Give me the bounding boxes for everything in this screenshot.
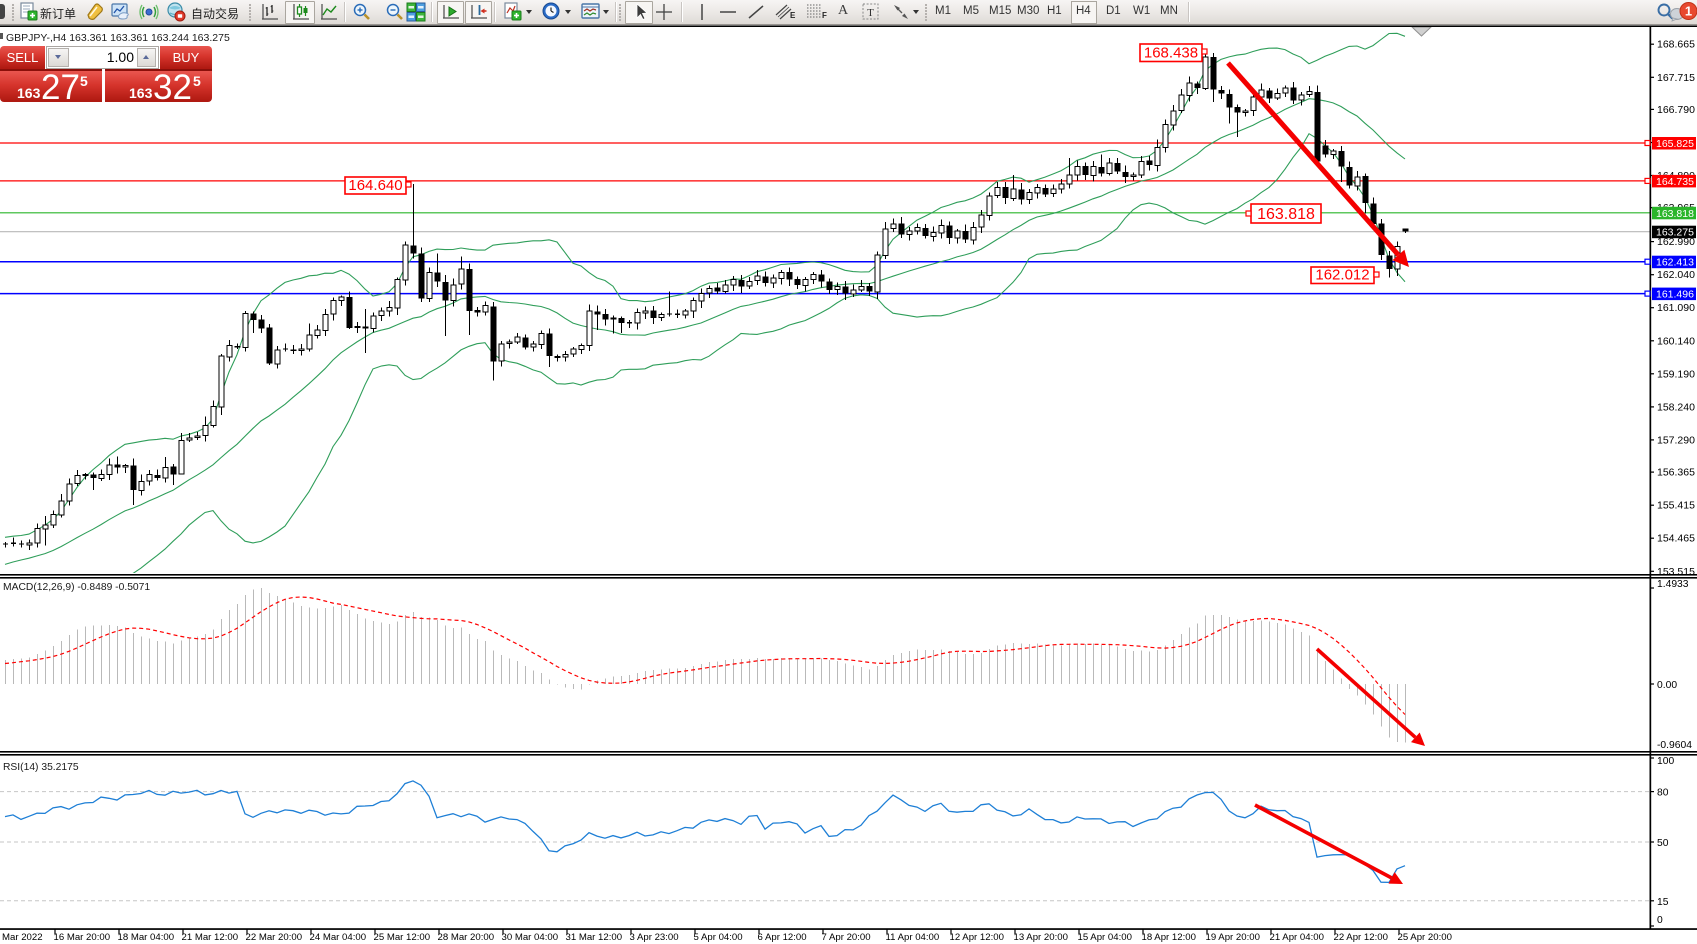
svg-text:7 Apr 20:00: 7 Apr 20:00 bbox=[822, 932, 871, 943]
svg-text:0.00: 0.00 bbox=[1657, 680, 1677, 691]
svg-text:80: 80 bbox=[1657, 788, 1669, 799]
svg-text:25 Apr 20:00: 25 Apr 20:00 bbox=[1398, 932, 1452, 943]
svg-text:163.818: 163.818 bbox=[1257, 206, 1315, 223]
svg-text:11 Apr 04:00: 11 Apr 04:00 bbox=[886, 932, 940, 943]
svg-text:15: 15 bbox=[1657, 897, 1669, 908]
svg-text:159.190: 159.190 bbox=[1657, 368, 1695, 380]
svg-text:12 Apr 12:00: 12 Apr 12:00 bbox=[950, 932, 1004, 943]
svg-text:162.990: 162.990 bbox=[1657, 236, 1695, 248]
svg-text:164.735: 164.735 bbox=[1656, 176, 1694, 188]
svg-text:161.496: 161.496 bbox=[1656, 289, 1694, 301]
svg-text:165.825: 165.825 bbox=[1656, 138, 1694, 150]
svg-text:MACD(12,26,9) -0.8489 -0.5071: MACD(12,26,9) -0.8489 -0.5071 bbox=[3, 582, 150, 593]
svg-text:166.790: 166.790 bbox=[1657, 104, 1695, 116]
svg-text:163.818: 163.818 bbox=[1656, 208, 1694, 220]
svg-text:162.040: 162.040 bbox=[1657, 269, 1695, 281]
svg-text:1.4933: 1.4933 bbox=[1657, 579, 1689, 590]
svg-text:3 Apr 23:00: 3 Apr 23:00 bbox=[630, 932, 679, 943]
svg-text:5 Apr 04:00: 5 Apr 04:00 bbox=[694, 932, 743, 943]
svg-text:GBPJPY-,H4 163.361 163.361 16: GBPJPY-,H4 163.361 163.361 163.244 163.2… bbox=[6, 32, 230, 44]
svg-text:RSI(14) 35.2175: RSI(14) 35.2175 bbox=[3, 762, 79, 773]
svg-text:168.665: 168.665 bbox=[1657, 39, 1695, 51]
svg-text:15 Apr 04:00: 15 Apr 04:00 bbox=[1078, 932, 1132, 943]
svg-text:31 Mar 12:00: 31 Mar 12:00 bbox=[566, 932, 623, 943]
svg-text:156.365: 156.365 bbox=[1657, 467, 1695, 479]
svg-text:24 Mar 04:00: 24 Mar 04:00 bbox=[310, 932, 367, 943]
svg-text:6 Apr 12:00: 6 Apr 12:00 bbox=[758, 932, 807, 943]
svg-text:18 Apr 12:00: 18 Apr 12:00 bbox=[1142, 932, 1196, 943]
svg-text:T: T bbox=[867, 7, 874, 19]
svg-text:160.140: 160.140 bbox=[1657, 335, 1695, 347]
svg-text:25 Mar 12:00: 25 Mar 12:00 bbox=[374, 932, 431, 943]
svg-text:100: 100 bbox=[1657, 756, 1674, 767]
svg-text:162.413: 162.413 bbox=[1656, 257, 1694, 269]
svg-text:22 Mar 20:00: 22 Mar 20:00 bbox=[246, 932, 303, 943]
svg-text:162.012: 162.012 bbox=[1315, 267, 1369, 284]
svg-text:Mar 2022: Mar 2022 bbox=[2, 932, 43, 943]
svg-text:19 Apr 20:00: 19 Apr 20:00 bbox=[1206, 932, 1260, 943]
svg-text:161.090: 161.090 bbox=[1657, 302, 1695, 314]
svg-text:50: 50 bbox=[1657, 838, 1669, 849]
svg-text:18 Mar 04:00: 18 Mar 04:00 bbox=[118, 932, 175, 943]
svg-text:-0.9604: -0.9604 bbox=[1657, 740, 1692, 751]
svg-text:153.515: 153.515 bbox=[1657, 566, 1695, 578]
svg-text:155.415: 155.415 bbox=[1657, 500, 1695, 512]
svg-text:163.275: 163.275 bbox=[1656, 227, 1694, 239]
svg-text:21 Apr 04:00: 21 Apr 04:00 bbox=[1270, 932, 1324, 943]
svg-text:167.715: 167.715 bbox=[1657, 72, 1695, 84]
svg-text:157.290: 157.290 bbox=[1657, 434, 1695, 446]
svg-text:21 Mar 12:00: 21 Mar 12:00 bbox=[182, 932, 239, 943]
svg-text:168.438: 168.438 bbox=[1144, 45, 1198, 62]
svg-text:164.640: 164.640 bbox=[348, 177, 402, 194]
svg-text:154.465: 154.465 bbox=[1657, 533, 1695, 545]
svg-text:16 Mar 20:00: 16 Mar 20:00 bbox=[54, 932, 111, 943]
svg-text:22 Apr 12:00: 22 Apr 12:00 bbox=[1334, 932, 1388, 943]
svg-text:30 Mar 04:00: 30 Mar 04:00 bbox=[502, 932, 559, 943]
svg-text:28 Mar 20:00: 28 Mar 20:00 bbox=[438, 932, 495, 943]
svg-text:158.240: 158.240 bbox=[1657, 401, 1695, 413]
svg-text:0: 0 bbox=[1657, 915, 1663, 926]
svg-text:1: 1 bbox=[1685, 4, 1692, 19]
svg-text:13 Apr 20:00: 13 Apr 20:00 bbox=[1014, 932, 1068, 943]
